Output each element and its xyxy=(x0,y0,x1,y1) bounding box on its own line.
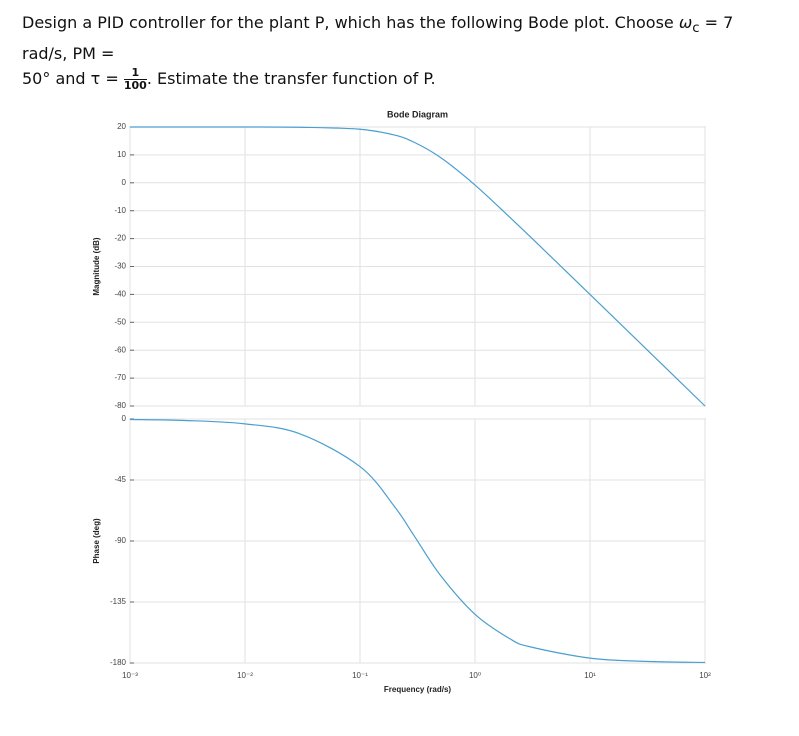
y-axis-label: Phase (deg) xyxy=(92,518,101,564)
y-tick-label: -180 xyxy=(110,658,127,667)
y-tick-label: 0 xyxy=(122,178,127,187)
y-tick-label: -30 xyxy=(114,262,126,271)
y-tick-label: 10 xyxy=(117,150,126,159)
question-text: . Estimate the transfer function of P. xyxy=(146,69,436,89)
y-tick-label: -80 xyxy=(114,401,126,410)
omega-sub: c xyxy=(692,21,700,37)
y-tick-label: -20 xyxy=(114,234,126,243)
x-tick-label: 10² xyxy=(699,671,711,680)
y-tick-label: 0 xyxy=(122,414,127,423)
denominator: 100 xyxy=(123,79,147,93)
y-tick-label: -70 xyxy=(114,373,126,382)
y-axis-label: Magnitude (dB) xyxy=(92,237,101,296)
x-tick-label: 10⁻³ xyxy=(122,671,138,680)
x-tick-label: 10⁰ xyxy=(469,671,481,680)
x-tick-label: 10¹ xyxy=(584,671,596,680)
question-text: Design a PID controller for the plant P,… xyxy=(22,13,674,32)
question: Design a PID controller for the plant P,… xyxy=(22,10,782,92)
y-tick-label: -50 xyxy=(114,317,126,326)
y-tick-label: -135 xyxy=(110,597,127,606)
y-tick-label: 20 xyxy=(117,122,126,131)
x-axis-label: Frequency (rad/s) xyxy=(384,685,451,694)
x-tick-label: 10⁻¹ xyxy=(352,671,368,680)
x-tick-label: 10⁻² xyxy=(237,671,253,680)
response-line xyxy=(130,126,706,407)
y-tick-label: -40 xyxy=(114,290,126,299)
y-tick-label: -10 xyxy=(114,206,126,215)
y-tick-label: -45 xyxy=(114,475,126,484)
omega: ω xyxy=(678,13,693,32)
y-tick-label: -60 xyxy=(114,345,126,354)
question-text: 50° and τ = xyxy=(22,69,119,89)
chart-title: Bode Diagram xyxy=(387,109,448,119)
response-line xyxy=(129,418,706,664)
fraction: 1 100 xyxy=(123,67,147,93)
numerator: 1 xyxy=(123,67,147,81)
y-tick-label: -90 xyxy=(114,536,126,545)
question-text: = 7 rad/s, PM = xyxy=(22,13,734,64)
